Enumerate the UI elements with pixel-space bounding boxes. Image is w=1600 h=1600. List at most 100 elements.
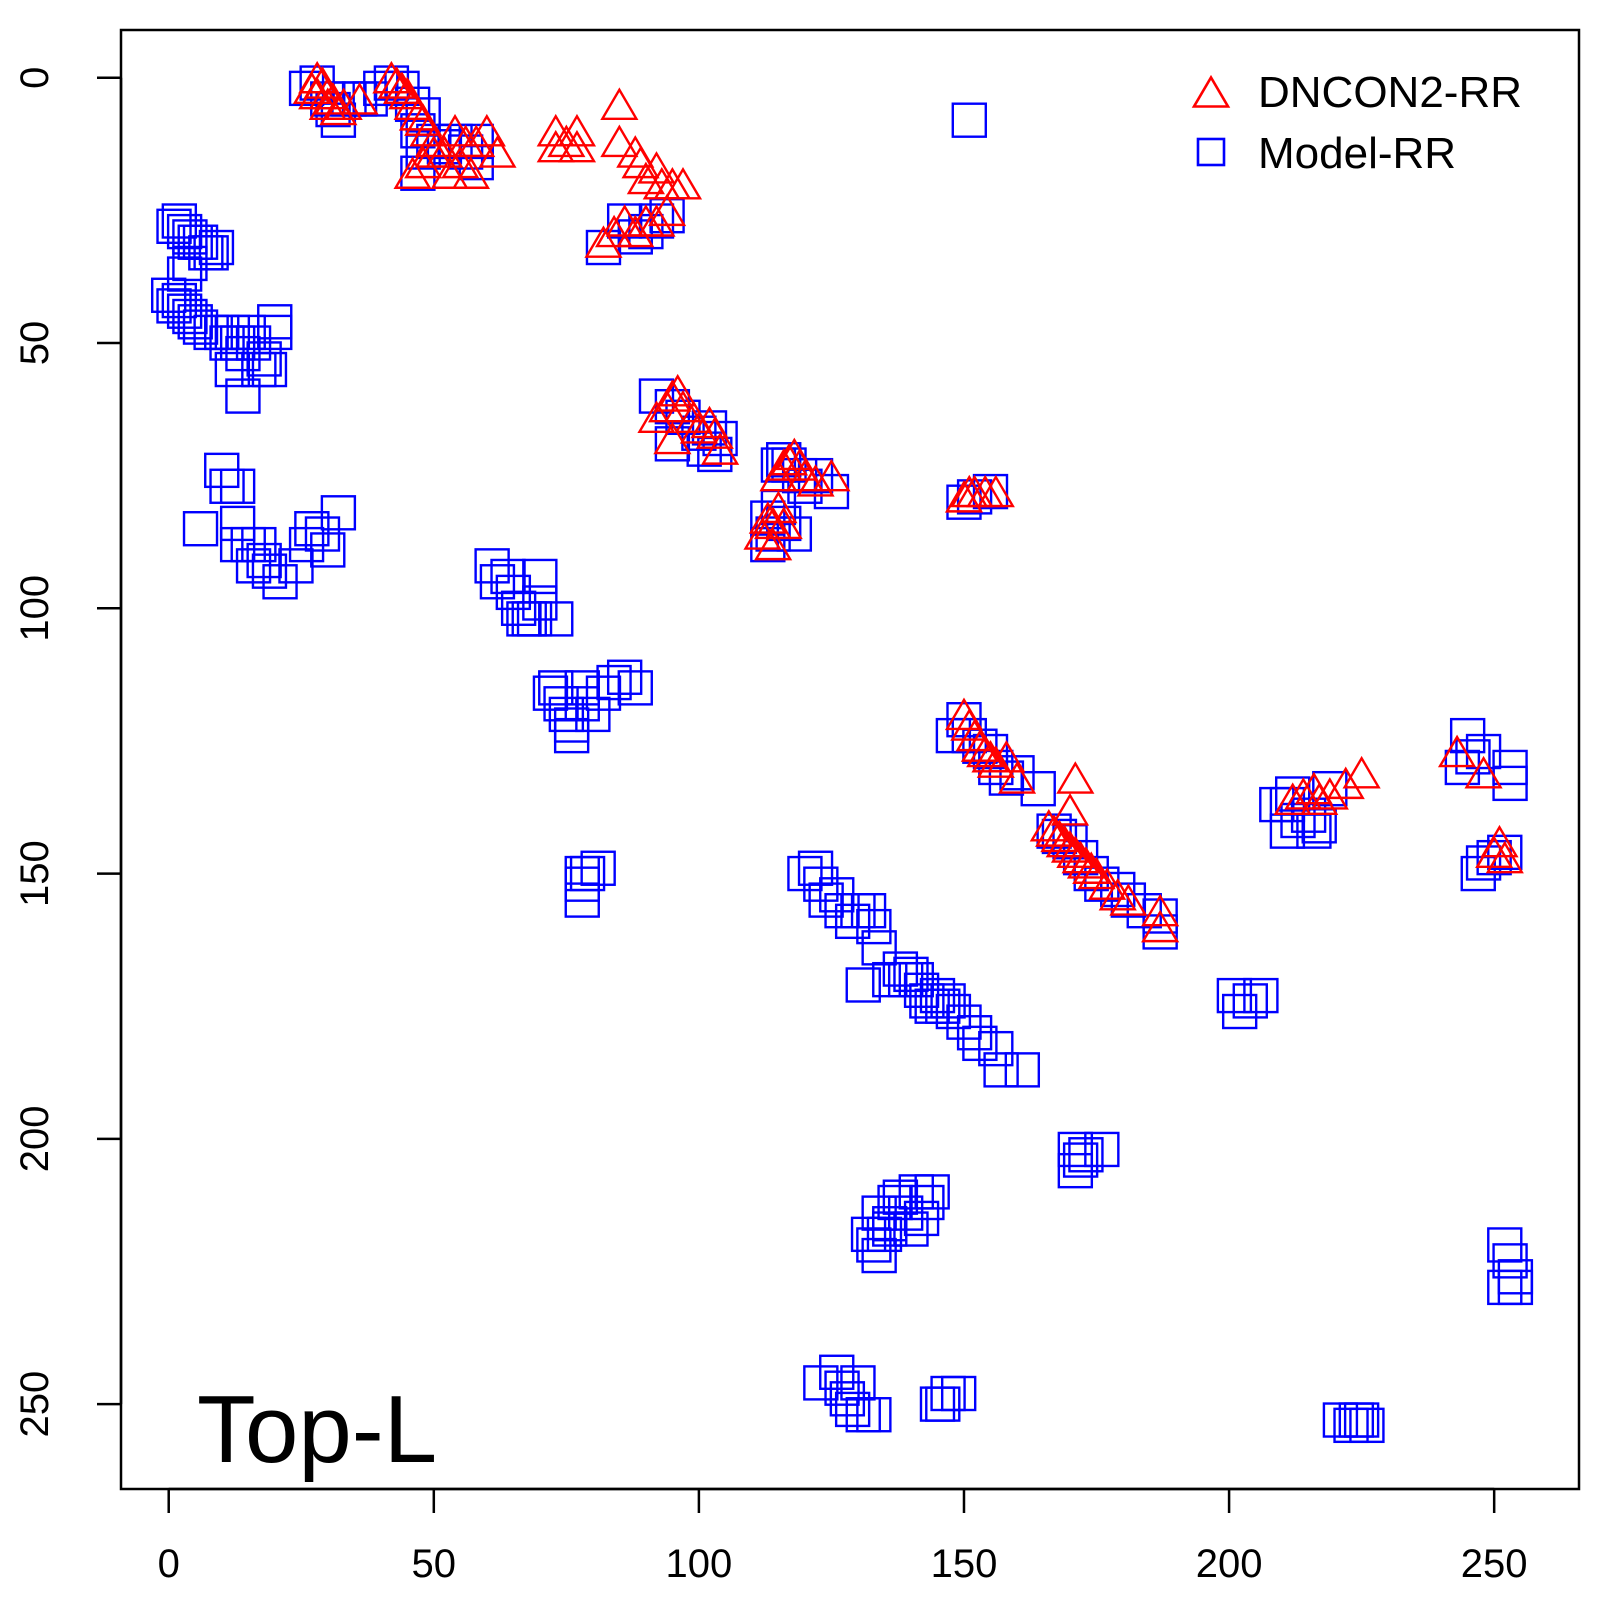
point-marker <box>679 411 718 444</box>
point-marker <box>600 87 639 120</box>
point-marker <box>845 967 881 1003</box>
point-marker <box>467 113 506 147</box>
point-marker <box>1109 883 1148 916</box>
point-marker <box>1243 977 1279 1014</box>
point-marker <box>658 373 697 407</box>
point-marker <box>701 432 740 465</box>
point-marker <box>225 378 261 414</box>
point-marker <box>834 1391 871 1428</box>
point-marker <box>219 468 256 504</box>
point-marker <box>796 464 835 497</box>
x-tick-label: 100 <box>666 1542 733 1586</box>
point-marker <box>251 351 288 388</box>
point-marker <box>1492 765 1528 802</box>
point-marker <box>557 129 597 163</box>
point-marker <box>1056 761 1095 794</box>
point-marker <box>393 156 432 189</box>
point-marker <box>557 113 597 147</box>
point-marker <box>653 421 692 455</box>
legend: DNCON2-RR Model-RR <box>1191 68 1522 178</box>
point-marker <box>1141 893 1180 927</box>
point-marker <box>1232 983 1268 1019</box>
point-marker <box>647 193 687 227</box>
point-marker <box>617 670 653 706</box>
point-marker <box>997 761 1037 794</box>
point-marker <box>1050 793 1090 826</box>
point-marker <box>606 659 643 695</box>
point-marker <box>340 82 379 115</box>
point-marker <box>748 501 787 534</box>
point-marker <box>1437 734 1477 768</box>
point-marker <box>257 304 293 340</box>
point-marker <box>872 1206 908 1242</box>
point-marker <box>310 532 346 568</box>
point-marker <box>193 235 229 271</box>
point-marker <box>1284 777 1323 810</box>
point-marker <box>1342 755 1381 789</box>
point-marker <box>764 506 803 540</box>
point-marker <box>1480 824 1519 858</box>
point-marker <box>856 1397 892 1433</box>
point-marker <box>861 1195 897 1231</box>
point-marker <box>1326 766 1365 800</box>
point-marker <box>1084 1131 1120 1168</box>
point-marker <box>319 92 358 126</box>
point-marker <box>214 351 251 388</box>
point-marker <box>754 527 793 561</box>
point-marker <box>1300 782 1339 815</box>
point-marker <box>935 993 972 1030</box>
point-marker <box>538 601 574 637</box>
point-marker <box>637 151 676 184</box>
point-marker <box>1460 855 1496 892</box>
point-marker <box>1141 909 1180 943</box>
y-tick-label: 0 <box>13 67 57 89</box>
point-marker <box>1497 1269 1534 1306</box>
point-marker <box>457 124 496 158</box>
point-marker <box>404 145 443 179</box>
point-marker <box>594 214 634 248</box>
y-tick-label: 250 <box>13 1371 57 1438</box>
x-tick-label: 0 <box>158 1542 180 1586</box>
x-tick-label: 150 <box>931 1542 998 1586</box>
point-marker <box>536 129 575 163</box>
point-marker <box>182 511 219 547</box>
point-marker <box>430 156 469 189</box>
point-marker <box>616 214 655 248</box>
y-tick-label: 50 <box>13 321 57 366</box>
point-marker <box>1310 777 1349 810</box>
point-marker <box>1142 914 1178 950</box>
point-marker <box>451 156 491 189</box>
chart-annotation: Top-L <box>197 1376 437 1483</box>
point-marker <box>298 60 337 94</box>
point-marker <box>976 745 1015 778</box>
point-marker <box>1343 1402 1380 1438</box>
point-marker <box>691 410 728 446</box>
point-marker <box>983 1052 1019 1088</box>
point-marker <box>951 102 987 138</box>
y-tick-label: 100 <box>13 575 57 642</box>
x-tick-label: 250 <box>1461 1542 1528 1586</box>
point-marker <box>759 490 798 524</box>
point-marker <box>398 98 437 131</box>
point-marker <box>1273 782 1312 815</box>
point-marker <box>785 458 825 492</box>
series-dncon2-rr <box>292 60 1524 943</box>
point-marker <box>251 553 288 589</box>
point-marker <box>569 855 606 892</box>
point-marker <box>856 908 892 945</box>
point-marker <box>621 145 660 179</box>
point-marker <box>972 473 1009 510</box>
point-marker <box>1072 851 1111 884</box>
point-marker <box>1349 1407 1385 1444</box>
point-marker <box>940 1375 977 1412</box>
point-marker <box>172 245 208 282</box>
legend-marker-square <box>1196 137 1226 167</box>
point-marker <box>320 495 357 531</box>
point-marker <box>755 516 791 552</box>
point-marker <box>600 124 639 158</box>
point-marker <box>580 850 616 886</box>
point-marker <box>637 204 676 237</box>
point-marker <box>978 1030 1014 1067</box>
